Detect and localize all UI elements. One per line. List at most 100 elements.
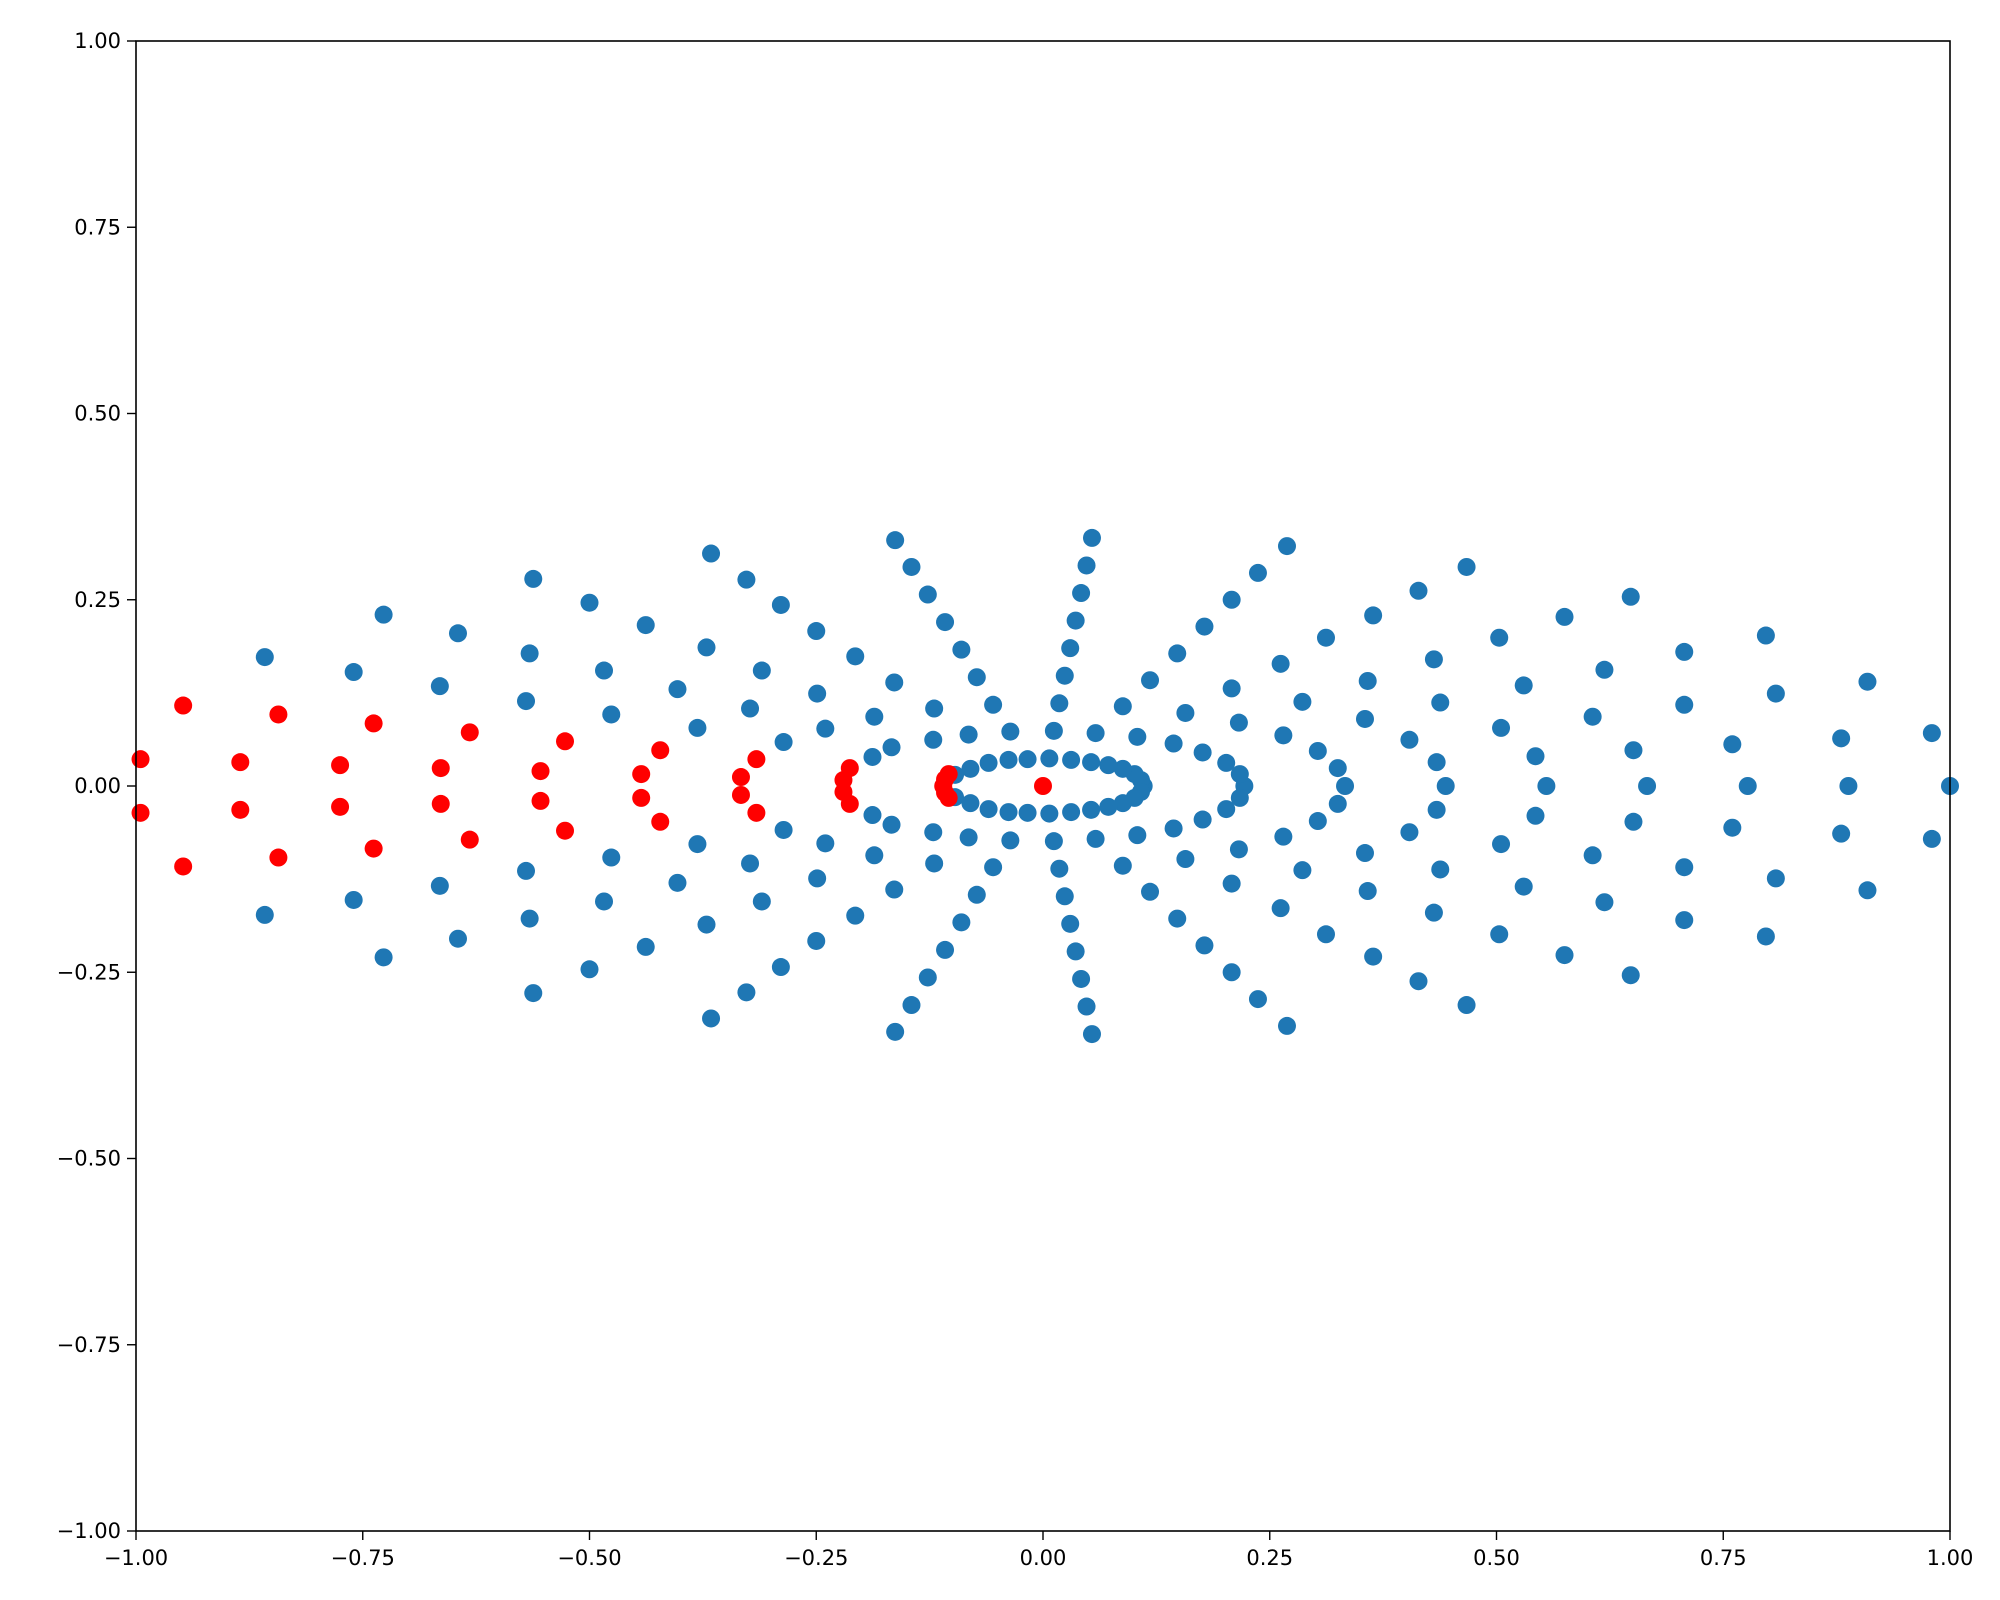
data-point [807, 931, 826, 950]
data-point [1355, 844, 1374, 863]
data-point [741, 699, 760, 718]
data-point [771, 958, 790, 977]
data-point [255, 905, 274, 924]
data-point [967, 885, 986, 904]
data-point [1832, 824, 1851, 843]
data-point [865, 846, 884, 865]
data-point [1675, 695, 1694, 714]
data-point [816, 719, 835, 738]
data-points [131, 528, 1959, 1044]
data-point [885, 880, 904, 899]
data-point [636, 616, 655, 635]
data-point [967, 668, 986, 687]
data-point [999, 750, 1018, 769]
data-point [344, 663, 363, 682]
y-tick-label: 1.00 [74, 29, 121, 53]
y-tick-label: 0.00 [74, 774, 121, 798]
data-point [702, 1009, 721, 1028]
data-point [1128, 727, 1147, 746]
data-point [1082, 1025, 1101, 1044]
data-point [771, 595, 790, 614]
data-point [1624, 741, 1643, 760]
data-point [1072, 584, 1091, 603]
data-point [1086, 829, 1105, 848]
data-point [846, 906, 865, 925]
x-tick-label: −0.25 [784, 1546, 848, 1570]
data-point [1514, 676, 1533, 695]
data-point [925, 854, 944, 873]
data-point [1066, 942, 1085, 961]
data-point [936, 613, 955, 632]
data-point [1113, 697, 1132, 716]
data-point [602, 705, 621, 724]
data-point [863, 747, 882, 766]
data-point [231, 800, 250, 819]
x-tick-label: −0.75 [331, 1546, 395, 1570]
data-point [1018, 803, 1037, 822]
y-tick-label: 0.75 [74, 215, 121, 239]
data-point [556, 821, 575, 840]
data-point [636, 937, 655, 956]
data-point [999, 803, 1018, 822]
data-point [517, 861, 536, 880]
data-point [431, 794, 450, 813]
x-tick-label: 0.25 [1246, 1546, 1293, 1570]
data-point [1492, 718, 1511, 737]
data-point [1168, 644, 1187, 663]
data-point [1229, 840, 1248, 859]
data-point [460, 723, 479, 742]
data-point [1400, 823, 1419, 842]
data-point [269, 705, 288, 724]
data-point [1537, 777, 1556, 795]
data-point [430, 677, 449, 696]
data-point [952, 913, 971, 932]
data-point [131, 803, 150, 822]
series-0 [255, 528, 1959, 1044]
data-point [1050, 859, 1069, 878]
data-point [1457, 557, 1476, 576]
data-point [1675, 642, 1694, 661]
y-tick-label: 0.50 [74, 402, 121, 426]
data-point [1409, 972, 1428, 991]
data-point [865, 707, 884, 726]
data-point [747, 750, 766, 769]
data-point [1355, 709, 1374, 728]
data-point [925, 699, 944, 718]
data-point [1193, 743, 1212, 762]
y-tick-label: 0.25 [74, 588, 121, 612]
data-point [1364, 606, 1383, 625]
x-axis: −1.00 −0.75 −0.50 −0.25 0.00 0.25 0.50 0.75 1.00 [104, 1531, 1974, 1570]
data-point [1082, 528, 1101, 547]
data-point [979, 753, 998, 772]
data-point [688, 835, 707, 854]
data-point [1082, 753, 1101, 772]
data-point [1400, 730, 1419, 749]
data-point [1217, 753, 1236, 772]
data-point [1638, 777, 1657, 795]
data-point [1427, 800, 1446, 819]
data-point [846, 647, 865, 666]
data-point [1424, 650, 1443, 669]
data-point [1086, 724, 1105, 743]
data-point [1141, 882, 1160, 901]
data-point [1141, 671, 1160, 690]
data-point [580, 960, 599, 979]
data-point [430, 876, 449, 895]
data-point [131, 750, 150, 769]
data-point [1222, 874, 1241, 893]
data-point [524, 984, 543, 1003]
data-point [840, 759, 859, 778]
data-point [1723, 818, 1742, 837]
data-point [1230, 765, 1249, 784]
x-tick-label: 1.00 [1927, 1546, 1974, 1570]
data-point [1738, 777, 1757, 795]
data-point [961, 794, 980, 813]
data-point [520, 909, 539, 928]
data-point [1358, 671, 1377, 690]
data-point [520, 644, 539, 663]
data-point [531, 762, 550, 781]
data-point [1922, 829, 1941, 848]
data-point [1044, 832, 1063, 851]
